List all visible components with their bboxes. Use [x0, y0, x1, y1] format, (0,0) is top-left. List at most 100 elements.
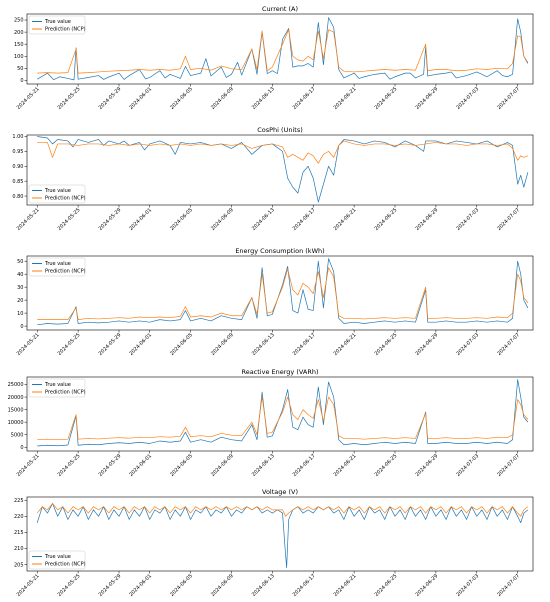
y-tick-label: 20000 — [8, 395, 24, 401]
y-tick-label: 30 — [17, 285, 23, 291]
legend-label: True value — [44, 554, 71, 560]
x-tick-label: 2024-06-09 — [210, 453, 235, 478]
legend: True value Prediction (NCP) — [28, 184, 86, 204]
x-tick-label: 2024-06-25 — [374, 453, 399, 478]
series-line-true-value — [37, 379, 529, 447]
chart-panel-4: Reactive Energy (VARh) 0 5000 10000 15000 200… — [8, 368, 534, 478]
x-tick-label: 2024-07-07 — [496, 453, 521, 478]
x-tick-label: 2024-06-17 — [292, 86, 317, 111]
legend-label: Prediction (NCP) — [45, 390, 86, 396]
x-tick-label: 2024-06-13 — [251, 573, 276, 598]
axes-frame — [26, 496, 534, 572]
legend: True value Prediction (NCP) — [28, 378, 86, 398]
x-tick-label: 2024-06-25 — [374, 332, 399, 357]
y-tick-label: 10000 — [8, 420, 24, 426]
panel-title: Reactive Energy (VARh) — [241, 368, 318, 376]
series-line-prediction — [37, 29, 529, 74]
x-tick-label: 2024-06-13 — [251, 453, 276, 478]
x-tick-label: 2024-06-09 — [210, 573, 235, 598]
x-tick-label: 2024-05-29 — [98, 332, 123, 357]
x-tick-label: 2024-07-07 — [496, 86, 521, 111]
legend-box — [28, 550, 86, 570]
x-tick-label: 2024-06-29 — [415, 453, 440, 478]
x-tick-label: 2024-06-05 — [169, 86, 194, 111]
x-tick-label: 2024-06-21 — [333, 332, 358, 357]
x-tick-label: 2024-06-05 — [169, 453, 194, 478]
axes-frame — [26, 13, 534, 85]
x-tick-label: 2024-06-21 — [333, 207, 358, 232]
y-tick-label: 150 — [14, 42, 24, 48]
y-tick-label: 0.90 — [12, 164, 23, 170]
x-tick-label: 2024-06-05 — [169, 207, 194, 232]
y-tick-label: 225 — [14, 498, 24, 504]
x-tick-label: 2024-05-25 — [57, 332, 82, 357]
y-tick-label: 205 — [14, 562, 24, 568]
y-tick-label: 0.85 — [12, 179, 23, 185]
x-tick-label: 2024-06-25 — [374, 86, 399, 111]
x-tick-label: 2024-05-21 — [16, 573, 41, 598]
x-tick-label: 2024-05-29 — [98, 86, 123, 111]
chart-panel-1: Current (A) 0 50 100 150 200 250 2024-05-21 2024… — [14, 5, 534, 111]
x-tick-label: 2024-06-13 — [251, 332, 276, 357]
x-tick-label: 2024-06-21 — [333, 453, 358, 478]
x-tick-label: 2024-06-05 — [169, 573, 194, 598]
legend-box — [28, 15, 86, 35]
x-tick-label: 2024-05-29 — [98, 453, 123, 478]
panel-title: Current (A) — [262, 5, 298, 13]
axes-frame — [26, 376, 534, 452]
x-tick-label: 2024-07-03 — [455, 332, 480, 357]
y-tick-label: 50 — [17, 66, 23, 72]
legend-box — [28, 378, 86, 398]
legend-box — [28, 257, 86, 277]
x-tick-label: 2024-07-03 — [455, 453, 480, 478]
legend-label: Prediction (NCP) — [45, 269, 86, 275]
y-tick-label: 15000 — [8, 407, 24, 413]
x-tick-label: 2024-05-25 — [57, 86, 82, 111]
x-tick-label: 2024-06-17 — [292, 573, 317, 598]
x-tick-label: 2024-06-25 — [374, 207, 399, 232]
y-tick-label: 20 — [17, 298, 23, 304]
legend: True value Prediction (NCP) — [28, 15, 86, 35]
chart-panel-2: CosPhi (Units) 0.80 0.85 0.90 0.95 1.00 2024-0… — [12, 126, 534, 232]
x-tick-label: 2024-06-29 — [415, 332, 440, 357]
x-tick-label: 2024-05-25 — [57, 573, 82, 598]
x-tick-label: 2024-06-25 — [374, 573, 399, 598]
legend-label: Prediction (NCP) — [45, 562, 86, 568]
x-tick-label: 2024-07-07 — [496, 332, 521, 357]
x-tick-label: 2024-05-25 — [57, 453, 82, 478]
y-tick-label: 1.00 — [12, 134, 23, 140]
series-line-prediction — [37, 140, 529, 164]
x-tick-label: 2024-06-21 — [333, 573, 358, 598]
y-tick-label: 200 — [14, 30, 24, 36]
series-line-true-value — [37, 17, 529, 81]
legend: True value Prediction (NCP) — [28, 257, 86, 277]
y-tick-label: 50 — [17, 259, 23, 265]
chart-panel-5: Voltage (V) 205 210 215 220 225 2024-05-21 2024… — [14, 488, 534, 598]
x-tick-label: 2024-06-13 — [251, 207, 276, 232]
series-line-prediction — [36, 503, 529, 517]
x-tick-label: 2024-06-13 — [251, 86, 276, 111]
x-tick-label: 2024-07-03 — [455, 86, 480, 111]
panel-title: Voltage (V) — [262, 488, 298, 496]
legend-label: Prediction (NCP) — [45, 196, 86, 202]
legend-label: True value — [44, 19, 71, 25]
y-tick-label: 25000 — [8, 382, 24, 388]
x-tick-label: 2024-06-17 — [292, 207, 317, 232]
x-tick-label: 2024-05-25 — [57, 207, 82, 232]
x-tick-label: 2024-05-29 — [98, 573, 123, 598]
legend-label: True value — [44, 261, 71, 267]
y-tick-label: 250 — [14, 18, 24, 24]
chart-panel-3: Energy Consumption (kWh) 0 10 20 30 40 50 2024-… — [16, 247, 534, 357]
x-tick-label: 2024-06-29 — [415, 207, 440, 232]
x-tick-label: 2024-06-01 — [128, 332, 153, 357]
x-tick-label: 2024-06-29 — [415, 573, 440, 598]
y-tick-label: 220 — [14, 514, 24, 520]
y-tick-label: 5000 — [11, 432, 24, 438]
y-tick-label: 100 — [14, 54, 24, 60]
legend-label: Prediction (NCP) — [45, 27, 86, 33]
y-tick-label: 0.95 — [12, 149, 23, 155]
x-tick-label: 2024-06-09 — [210, 86, 235, 111]
axes-frame — [26, 255, 534, 331]
x-tick-label: 2024-05-21 — [16, 207, 41, 232]
x-tick-label: 2024-05-29 — [98, 207, 123, 232]
